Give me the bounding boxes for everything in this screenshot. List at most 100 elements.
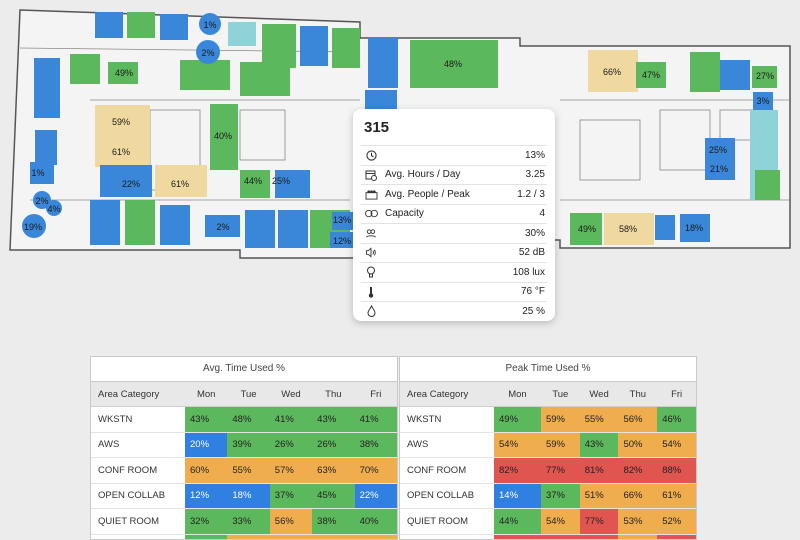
table-row: CONF ROOM 82% 77% 81% 82% 88%: [400, 457, 696, 484]
column-header-day[interactable]: Wed: [269, 382, 313, 407]
percent-cell: 41%: [354, 406, 397, 433]
area-utilization-label[interactable]: 44%: [244, 176, 262, 186]
area-labels: 1% 2% 49% 48% 66% 47% 27% 3% 59% 40% 61% 22% 61% 44% 2…: [24, 20, 774, 246]
area-utilization-label[interactable]: 21%: [710, 164, 728, 174]
percent-cell: 44%: [494, 508, 541, 535]
percent-cell: 67%: [354, 534, 397, 539]
percent-cell: 81%: [579, 457, 619, 484]
tooltip-value: 13%: [524, 149, 545, 161]
percent-cell: 58%: [269, 534, 313, 539]
speaker-icon: [363, 246, 379, 260]
tooltip-value: 25 %: [522, 305, 545, 317]
tooltip-value: 30%: [524, 227, 545, 239]
table-row: OPEN COLLAB 12% 18% 37% 45% 22%: [91, 483, 397, 509]
tooltip-row-co2: 30%: [361, 223, 547, 243]
percent-cell: 40%: [354, 508, 397, 535]
room-tooltip: 315 13% Avg. Hours / Day 3.25 Avg. Peopl…: [353, 109, 555, 321]
column-header-day[interactable]: Mon: [494, 382, 541, 407]
percent-cell: 50%: [618, 432, 658, 458]
area-utilization-label[interactable]: 2%: [216, 222, 229, 232]
percent-cell: 49%: [494, 406, 541, 433]
percent-cell: 85%: [579, 534, 619, 539]
area-category-cell: QUIET ROOM: [91, 508, 185, 535]
column-header-day[interactable]: Tue: [227, 382, 270, 407]
calendar-clock-icon: [363, 168, 379, 182]
area-utilization-label[interactable]: 61%: [112, 147, 130, 157]
column-header-day[interactable]: Thu: [618, 382, 658, 407]
table-row: OPEN COLLAB 14% 37% 51% 66% 61%: [400, 483, 696, 509]
column-header-day[interactable]: Fri: [657, 382, 696, 407]
table-row: CONF ROOM 60% 55% 57% 63% 70%: [91, 457, 397, 484]
tooltip-row-temperature: 76 °F: [361, 281, 547, 302]
percent-cell: 32%: [185, 508, 228, 535]
column-header-day[interactable]: Fri: [354, 382, 397, 407]
column-header-day[interactable]: Wed: [579, 382, 619, 407]
area-utilization-label[interactable]: 2%: [35, 196, 48, 206]
percent-cell: 82%: [618, 457, 658, 484]
avg-time-used-title: Avg. Time Used %: [91, 357, 397, 382]
area-category-cell: WKSTN: [91, 406, 185, 433]
column-header-day[interactable]: Thu: [312, 382, 355, 407]
area-category-cell: WKSTN: [400, 406, 494, 433]
area-utilization-label[interactable]: 66%: [603, 67, 621, 77]
area-utilization-label[interactable]: 47%: [642, 70, 660, 80]
area-utilization-label[interactable]: 12%: [333, 236, 351, 246]
table-row: AWS 54% 59% 43% 50% 54%: [400, 432, 696, 458]
area-utilization-label[interactable]: 22%: [122, 179, 140, 189]
area-utilization-label[interactable]: 25%: [709, 145, 727, 155]
area-utilization-label[interactable]: 58%: [619, 224, 637, 234]
percent-cell: 26%: [312, 432, 355, 458]
area-utilization-label[interactable]: 59%: [112, 117, 130, 127]
percent-cell: 52%: [312, 534, 355, 539]
area-utilization-label[interactable]: 13%: [333, 215, 351, 225]
area-utilization-label[interactable]: 48%: [444, 59, 462, 69]
percent-cell: 76%: [540, 534, 580, 539]
percent-cell: 63%: [312, 457, 355, 484]
percent-cell: 60%: [185, 457, 228, 484]
percent-cell: 38%: [312, 508, 355, 535]
table-row: QUIET ROOM 44% 54% 77% 53% 52%: [400, 508, 696, 535]
column-header-day[interactable]: Tue: [540, 382, 580, 407]
area-utilization-label[interactable]: 27%: [756, 71, 774, 81]
table-row: WKSTN 43% 48% 41% 43% 41%: [91, 406, 397, 433]
percent-cell: 53%: [227, 534, 270, 539]
area-category-cell: CONF ROOM: [91, 457, 185, 484]
percent-cell: 46%: [657, 406, 696, 433]
tooltip-value: 3.25: [525, 169, 545, 181]
percent-cell: 54%: [494, 432, 541, 458]
area-utilization-label[interactable]: 18%: [685, 223, 703, 233]
tooltip-label: Capacity: [385, 208, 424, 220]
percent-cell: 72%: [618, 534, 658, 539]
percent-cell: 70%: [354, 457, 397, 484]
percent-cell: 43%: [185, 406, 228, 433]
tooltip-row-humidity: 25 %: [361, 301, 547, 321]
area-utilization-label[interactable]: 4%: [47, 204, 60, 214]
tooltip-value: 52 dB: [518, 247, 545, 259]
column-header-area-category[interactable]: Area Category: [400, 382, 494, 407]
area-utilization-label[interactable]: 49%: [578, 224, 596, 234]
area-utilization-label[interactable]: 1%: [31, 168, 44, 178]
percent-cell: 77%: [579, 508, 619, 535]
room-number: 315: [364, 119, 390, 136]
table-row: AWS 20% 39% 26% 26% 38%: [91, 432, 397, 458]
column-header-area-category[interactable]: Area Category: [91, 382, 185, 407]
percent-cell: 59%: [540, 432, 580, 458]
area-utilization-label[interactable]: 3%: [756, 96, 769, 106]
tooltip-value: 1.2 / 3: [517, 188, 545, 200]
tooltip-label: Avg. Hours / Day: [385, 169, 461, 181]
percent-cell: 14%: [494, 483, 541, 509]
column-header-day[interactable]: Mon: [185, 382, 228, 407]
area-utilization-label[interactable]: 19%: [24, 222, 42, 232]
percent-cell: 82%: [494, 457, 541, 484]
area-utilization-label[interactable]: 25%: [272, 176, 290, 186]
area-utilization-label[interactable]: 49%: [115, 68, 133, 78]
area-utilization-label[interactable]: 40%: [214, 131, 232, 141]
area-utilization-label[interactable]: 61%: [171, 179, 189, 189]
area-utilization-label[interactable]: 1%: [203, 20, 216, 30]
percent-cell: 52%: [657, 508, 696, 535]
percent-cell: 20%: [185, 432, 228, 458]
capacity-icon: [363, 207, 379, 221]
tooltip-row-avg-people: Avg. People / Peak 1.2 / 3: [361, 184, 547, 204]
area-utilization-label[interactable]: 2%: [201, 48, 214, 58]
table-row: TALK ROOM100%76%85%72%84%: [400, 534, 696, 539]
